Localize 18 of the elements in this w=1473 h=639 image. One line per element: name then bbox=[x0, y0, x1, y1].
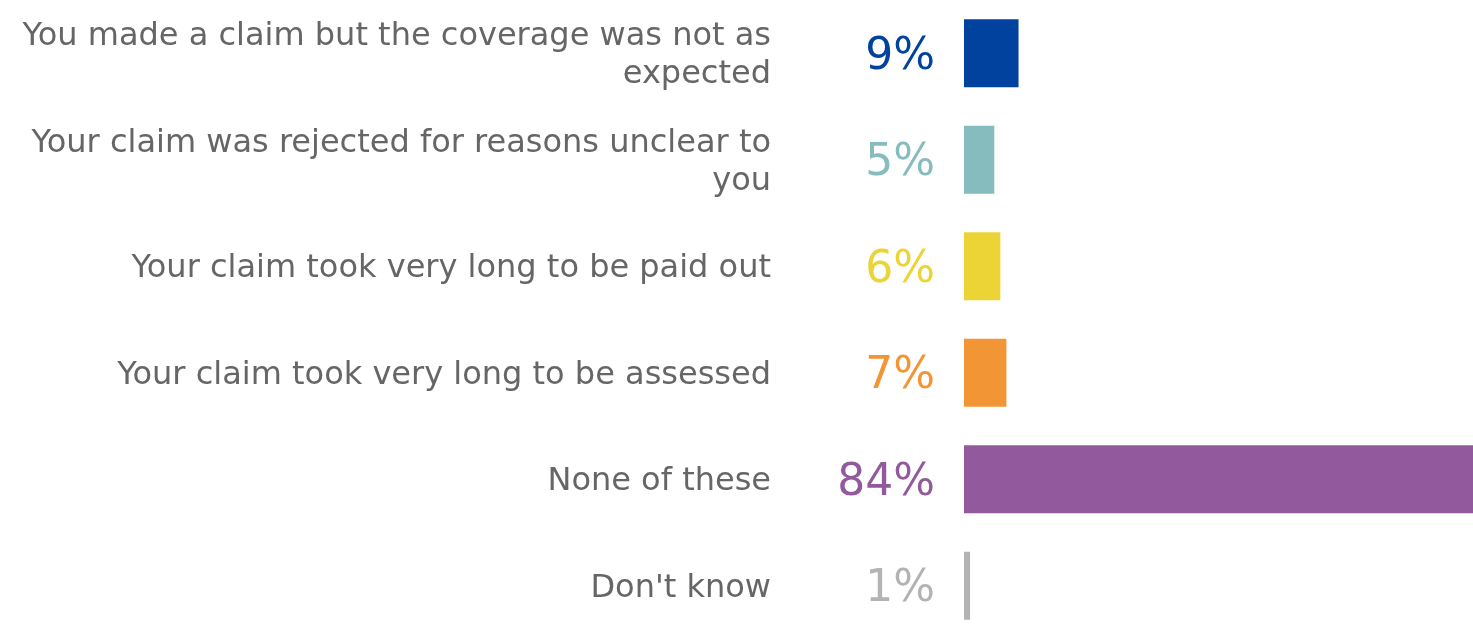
data-label: 84% bbox=[837, 453, 935, 505]
data-label: 5% bbox=[865, 134, 935, 186]
y-tick-label: You made a claim but the coverage was not as expected bbox=[21, 15, 771, 92]
data-label: 1% bbox=[865, 560, 935, 612]
bar bbox=[964, 19, 1019, 88]
bar bbox=[964, 125, 995, 194]
bar bbox=[964, 551, 971, 620]
data-label: 7% bbox=[865, 347, 935, 399]
y-tick-label: Don't know bbox=[590, 566, 771, 605]
bar bbox=[964, 445, 1473, 514]
data-label: 6% bbox=[865, 240, 935, 292]
bar bbox=[964, 232, 1001, 301]
data-label: 9% bbox=[865, 27, 935, 79]
y-tick-label: Your claim took very long to be paid out bbox=[130, 247, 771, 286]
bar bbox=[964, 338, 1007, 407]
y-tick-label: Your claim was rejected for reasons unclear to you bbox=[30, 121, 771, 198]
y-tick-label: None of these bbox=[547, 460, 771, 499]
y-tick-label: Your claim took very long to be assessed bbox=[116, 353, 771, 392]
